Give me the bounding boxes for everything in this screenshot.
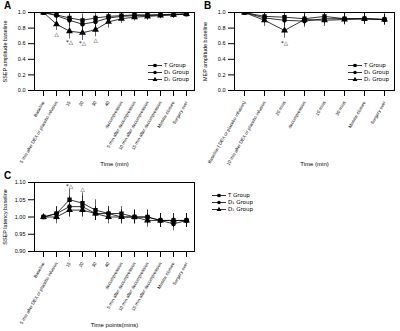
svg-text:10 min after decompression: 10 min after decompression	[117, 100, 150, 151]
svg-text:30: 30	[91, 261, 98, 268]
svg-text:decompression: decompression	[104, 261, 124, 291]
svg-text:Baseline: Baseline	[33, 261, 46, 279]
svg-text:5 min after DEX or placebo inf: 5 min after DEX or placebo infusion	[19, 261, 59, 325]
svg-text:1.05: 1.05	[15, 197, 26, 203]
svg-text:Muscle closure: Muscle closure	[347, 100, 367, 129]
html-text:C: C	[4, 170, 12, 181]
svg-text:1.0: 1.0	[18, 9, 26, 15]
svg-text:40: 40	[104, 261, 111, 268]
svg-text:10 min after decompression: 10 min after decompression	[117, 261, 150, 312]
svg-text:15: 15	[65, 100, 72, 107]
svg-text:0.4: 0.4	[218, 56, 226, 62]
svg-text:20: 20	[78, 261, 85, 268]
svg-text:1.10: 1.10	[15, 179, 26, 185]
svg-text:20: 20	[78, 100, 85, 107]
svg-text:△: △	[80, 186, 85, 192]
svg-text:Surgery over: Surgery over	[171, 261, 188, 286]
html-text:A: A	[4, 0, 12, 11]
svg-text:*△: *△	[281, 40, 289, 46]
html-text:T Group: T Group	[164, 62, 186, 68]
svg-text:0.8: 0.8	[18, 25, 26, 31]
html-text:T Group: T Group	[364, 62, 386, 68]
svg-text:Surgery over: Surgery over	[171, 100, 188, 125]
svg-text:5 min after decompression: 5 min after decompression	[105, 100, 137, 149]
svg-text:30: 30	[91, 100, 98, 107]
html-text:D₁ Group: D₁ Group	[164, 69, 189, 75]
svg-text:Baseline ( DEX or placebo infu: Baseline ( DEX or placebo infusion)	[207, 100, 247, 164]
html-text:B: B	[204, 0, 212, 11]
svg-text:30 mins: 30 mins	[334, 100, 347, 117]
html-text:D₂ Group: D₂ Group	[164, 76, 189, 82]
svg-text:0.8: 0.8	[218, 25, 226, 31]
svg-text:*△: *△	[66, 183, 74, 189]
svg-text:△: △	[54, 31, 59, 37]
svg-text:1.00: 1.00	[15, 214, 26, 220]
svg-text:*△: *△	[79, 40, 87, 46]
svg-text:15 min after decompression: 15 min after decompression	[130, 261, 163, 312]
svg-text:MEP amplitude baseline: MEP amplitude baseline	[202, 22, 208, 81]
svg-text:20 mins: 20 mins	[274, 100, 287, 117]
svg-text:0.95: 0.95	[15, 231, 26, 237]
svg-text:5 min after decompression: 5 min after decompression	[105, 261, 137, 310]
svg-text:10 min after DEX or placebo in: 10 min after DEX or placebo infusion	[226, 100, 267, 166]
svg-text:SSEP amplitude baseline: SSEP amplitude baseline	[2, 21, 8, 83]
svg-text:0.0: 0.0	[18, 87, 26, 93]
svg-text:Time (min): Time (min)	[300, 161, 328, 167]
html-text:T Group: T Group	[228, 192, 250, 198]
svg-text:decompression: decompression	[287, 100, 307, 129]
html-text:D₁ Group: D₁ Group	[364, 69, 389, 75]
svg-text:5 min after DEX or placebo inf: 5 min after DEX or placebo infusion	[19, 100, 59, 164]
svg-text:decompression: decompression	[104, 100, 124, 130]
html-text:D₁ Group: D₁ Group	[228, 199, 253, 205]
svg-text:Time (min): Time (min)	[100, 161, 128, 167]
svg-text:10 mins: 10 mins	[314, 100, 327, 117]
html-text:D₂ Group: D₂ Group	[228, 206, 253, 212]
svg-text:△: △	[93, 37, 98, 43]
svg-text:0.2: 0.2	[218, 72, 226, 78]
svg-text:1.0: 1.0	[218, 9, 226, 15]
svg-text:15 min after decompression: 15 min after decompression	[130, 100, 163, 151]
svg-text:Surgery over: Surgery over	[369, 100, 386, 125]
svg-text:15: 15	[65, 261, 72, 268]
svg-text:0.6: 0.6	[218, 40, 226, 46]
svg-text:Muscle closure: Muscle closure	[156, 100, 176, 129]
svg-text:SSEP latency baseline: SSEP latency baseline	[2, 189, 8, 245]
svg-text:Muscle closure: Muscle closure	[156, 261, 176, 290]
svg-text:40: 40	[104, 100, 111, 107]
svg-text:*△: *△	[66, 39, 74, 45]
html-text:D₂ Group: D₂ Group	[364, 76, 389, 82]
svg-text:0.0: 0.0	[218, 87, 226, 93]
svg-text:0.90: 0.90	[15, 248, 26, 254]
svg-text:0.2: 0.2	[18, 72, 26, 78]
svg-text:Time points(mins): Time points(mins)	[91, 322, 138, 328]
svg-text:Baseline: Baseline	[33, 100, 46, 118]
svg-text:0.4: 0.4	[18, 56, 26, 62]
svg-text:0.6: 0.6	[18, 40, 26, 46]
